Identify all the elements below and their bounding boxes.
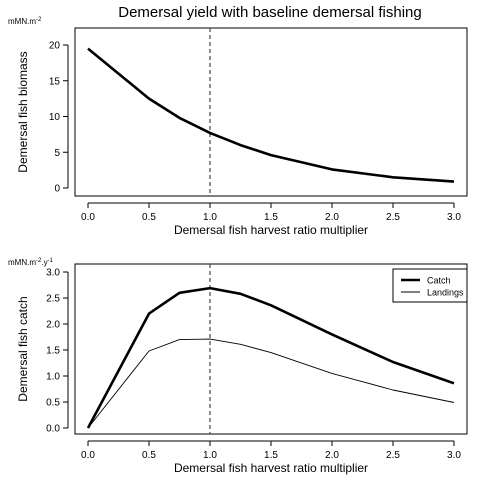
catch-y-tick-label: 2.0 [46, 320, 60, 331]
catch-x-tick-label: 3.0 [447, 450, 461, 461]
biomass-x-tick-label: 2.5 [386, 212, 400, 223]
biomass-units-label: mMN.m-2 [8, 17, 42, 26]
catch-x-tick-label: 1.5 [264, 450, 278, 461]
biomass-y-tick-label: 15 [49, 76, 61, 87]
biomass-y-axis-label: Demersal fish biomass [16, 51, 30, 172]
catch-x-tick-label: 0.0 [81, 450, 95, 461]
catch-y-axis: 0.0 0.5 1.0 1.5 2.0 2.5 3.0 [46, 268, 68, 435]
biomass-y-tick-label: 5 [54, 148, 60, 159]
biomass-y-tick-label: 20 [49, 41, 61, 52]
catch-x-tick-label: 2.5 [386, 450, 400, 461]
legend-label-catch: Catch [427, 276, 451, 286]
catch-y-tick-label: 2.5 [46, 294, 60, 305]
catch-y-tick-label: 0.5 [46, 398, 60, 409]
biomass-x-tick-label: 0.5 [142, 212, 156, 223]
catch-x-axis-label: Demersal fish harvest ratio multiplier [174, 461, 368, 475]
biomass-x-tick-label: 1.5 [264, 212, 278, 223]
biomass-x-axis: 0.0 0.5 1.0 1.5 2.0 2.5 3.0 [81, 203, 461, 223]
chart-title: Demersal yield with baseline demersal fi… [118, 4, 421, 21]
biomass-y-tick-label: 0 [54, 184, 60, 195]
biomass-series-biomass-line [88, 49, 454, 182]
catch-legend: Catch Landings [393, 269, 467, 302]
catch-series-landings-line [88, 339, 454, 428]
catch-panel: mMN.m-2.y-1 0.0 0.5 1.0 1.5 2.0 2.5 3.0 Demersa… [8, 258, 467, 475]
biomass-x-tick-label: 0.0 [81, 212, 95, 223]
biomass-plot-frame [75, 28, 467, 196]
biomass-x-tick-label: 3.0 [447, 212, 461, 223]
catch-y-tick-label: 1.5 [46, 346, 60, 357]
catch-y-axis-label: Demersal fish catch [16, 296, 30, 401]
legend-label-landings: Landings [427, 288, 464, 298]
catch-units-label: mMN.m-2.y-1 [8, 258, 54, 267]
catch-x-tick-label: 1.0 [203, 450, 217, 461]
biomass-y-axis: 0 5 10 15 20 [49, 41, 68, 195]
catch-x-tick-label: 2.0 [325, 450, 339, 461]
biomass-panel: mMN.m-2 0.0 0.5 1.0 1.5 2.0 2.5 3.0 Demersal fi… [8, 17, 467, 237]
catch-y-tick-label: 3.0 [46, 268, 60, 279]
catch-x-tick-label: 0.5 [142, 450, 156, 461]
biomass-x-tick-label: 2.0 [325, 212, 339, 223]
biomass-y-tick-label: 10 [49, 112, 61, 123]
biomass-x-axis-label: Demersal fish harvest ratio multiplier [174, 223, 368, 237]
catch-y-tick-label: 1.0 [46, 372, 60, 383]
biomass-x-tick-label: 1.0 [203, 212, 217, 223]
catch-x-axis: 0.0 0.5 1.0 1.5 2.0 2.5 3.0 [81, 441, 461, 461]
catch-y-tick-label: 0.0 [46, 424, 60, 435]
